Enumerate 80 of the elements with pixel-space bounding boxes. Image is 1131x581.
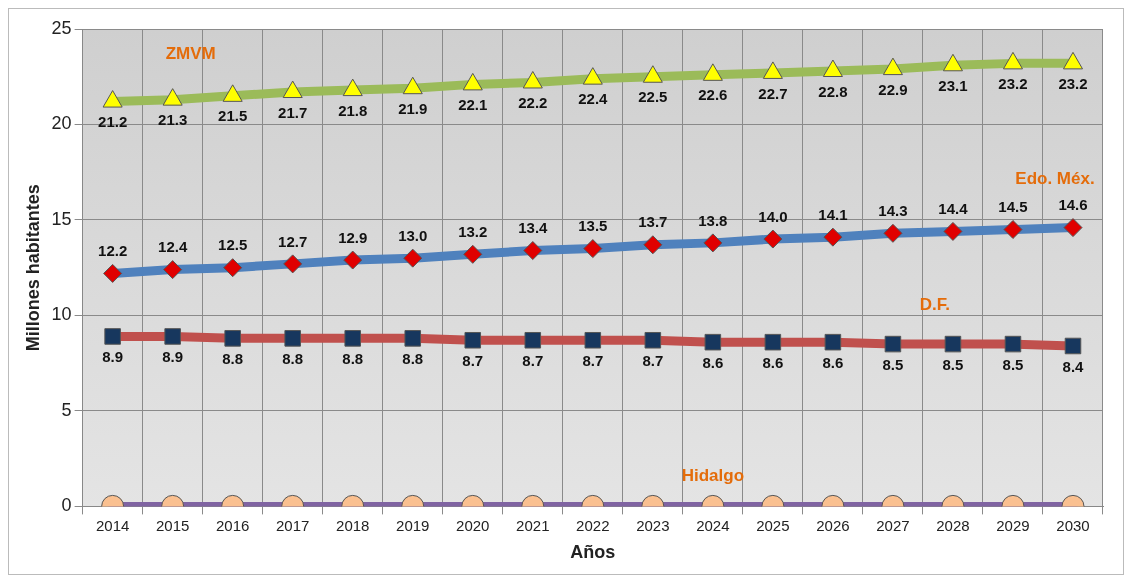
x-tick-label: 2027 [876,516,910,534]
x-tick-label: 2030 [1056,516,1090,534]
x-tick-label: 2018 [336,516,370,534]
x-axis-title: Años [570,542,616,563]
data-label: 14.3 [878,201,908,219]
data-label: 8.9 [102,348,124,366]
data-label: 14.4 [938,200,969,218]
data-label: 8.9 [162,348,184,366]
data-label: 8.8 [222,350,244,367]
data-label: 22.9 [878,80,908,98]
data-label: 8.6 [822,353,844,371]
x-tick-label: 2019 [396,516,430,534]
x-tick-label: 2024 [696,516,730,534]
x-tick-label: 2014 [95,516,130,534]
data-label: 22.2 [518,94,548,112]
x-tick-label: 2022 [576,516,610,534]
data-label: 21.8 [338,101,368,119]
data-label: 22.1 [458,96,488,114]
data-label: 21.2 [98,113,128,131]
data-label: 8.7 [462,351,484,369]
x-tick-label: 2028 [936,516,970,534]
x-tick-label: 2023 [636,516,670,534]
data-label: 12.4 [158,238,188,256]
data-label: 13.4 [518,219,549,237]
data-label: 21.3 [158,111,188,129]
data-label: 22.5 [638,88,668,106]
data-label: 22.8 [818,82,848,100]
data-label: 21.9 [398,99,428,117]
data-label: 8.7 [582,351,604,369]
y-tick-label: 10 [51,304,72,325]
data-label: 14.0 [758,207,788,225]
data-label: 12.9 [338,228,368,246]
data-label: 8.8 [402,350,424,367]
data-label: 13.0 [398,226,428,244]
x-tick-label: 2026 [816,516,850,534]
data-label: 12.7 [278,232,308,250]
data-label: 8.7 [642,351,664,369]
series-label: D.F. [919,294,951,314]
data-label: 8.8 [342,350,364,367]
data-label: 8.5 [882,355,904,373]
data-label: 13.5 [578,217,608,235]
data-label: 14.6 [1058,196,1088,214]
x-tick-label: 2017 [276,516,310,534]
data-label: 13.8 [698,211,728,229]
y-tick-label: 0 [61,495,72,516]
data-label: 14.1 [818,205,848,223]
data-label: 8.5 [1002,355,1024,373]
y-axis-title: Millones habitantes [22,184,43,352]
y-tick-label: 15 [51,208,72,229]
data-label: 23.2 [998,75,1028,93]
data-label: 13.7 [638,213,668,231]
data-label: 13.2 [458,222,488,240]
x-tick-label: 2025 [756,516,790,534]
data-label: 23.2 [1058,75,1088,93]
x-tick-label: 2029 [996,516,1030,534]
data-label: 8.5 [942,355,964,373]
data-label: 21.7 [278,103,308,121]
y-tick-label: 20 [51,113,72,134]
x-tick-label: 2021 [516,516,550,534]
data-label: 22.6 [698,86,728,104]
y-tick-label: 25 [51,17,72,38]
data-label: 22.4 [578,90,609,108]
x-tick-label: 2015 [155,516,190,534]
x-tick-label: 2016 [215,516,250,534]
series-label: Hidalgo [681,466,745,486]
data-label: 8.6 [762,353,784,371]
data-label: 14.5 [998,198,1028,216]
x-tick-label: 2020 [456,516,490,534]
y-tick-label: 5 [61,399,72,420]
data-label: 22.7 [758,84,788,102]
data-label: 12.5 [218,236,248,254]
data-label: 8.8 [282,350,304,367]
data-label: 12.2 [98,242,128,260]
data-label: 8.7 [522,351,544,369]
data-label: 8.6 [702,353,724,371]
data-label: 21.5 [218,107,248,125]
data-label: 23.1 [938,76,968,94]
series-label: Edo. Méx. [1015,168,1095,188]
series-label: ZMVM [165,44,216,64]
data-label: 8.4 [1062,357,1085,375]
